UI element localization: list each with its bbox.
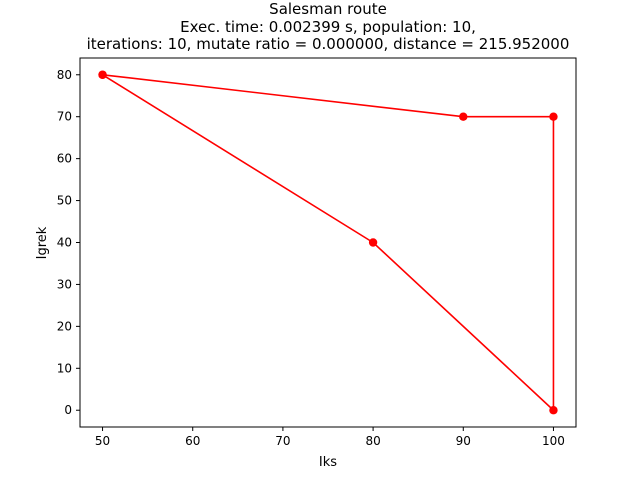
title-line-3: iterations: 10, mutate ratio = 0.000000,… — [87, 35, 570, 53]
y-tick-label: 0 — [64, 403, 72, 417]
y-tick-label: 10 — [57, 361, 72, 375]
x-axis-ticks: 50 60 70 80 90 100 — [95, 427, 565, 448]
y-tick-label: 20 — [57, 319, 72, 333]
x-tick-label: 70 — [275, 434, 290, 448]
plot-frame — [79, 57, 577, 428]
x-tick-label: 80 — [365, 434, 380, 448]
x-tick-label: 60 — [185, 434, 200, 448]
route-point — [549, 112, 558, 121]
x-tick-label: 100 — [542, 434, 565, 448]
y-tick-label: 40 — [57, 236, 72, 250]
title-line-2: Exec. time: 0.002399 s, population: 10, — [180, 18, 476, 36]
chart-title: Salesman route Exec. time: 0.002399 s, p… — [87, 0, 570, 53]
y-tick-label: 70 — [57, 110, 72, 124]
title-line-1: Salesman route — [269, 0, 387, 18]
x-axis-label: Iks — [319, 455, 337, 470]
y-tick-label: 80 — [57, 68, 72, 82]
x-tick-label: 50 — [95, 434, 110, 448]
y-tick-label: 60 — [57, 152, 72, 166]
x-tick-label: 90 — [456, 434, 471, 448]
route-point — [549, 406, 558, 415]
route-series — [98, 70, 558, 415]
y-tick-label: 30 — [57, 277, 72, 291]
route-point — [368, 238, 378, 247]
route-point — [98, 70, 107, 79]
y-tick-label: 50 — [57, 194, 72, 208]
y-axis-ticks: 0 10 20 30 40 50 60 70 80 — [57, 68, 80, 417]
route-point — [459, 112, 468, 121]
route-line — [102, 73, 555, 412]
y-axis-label: Igrek — [35, 226, 50, 259]
